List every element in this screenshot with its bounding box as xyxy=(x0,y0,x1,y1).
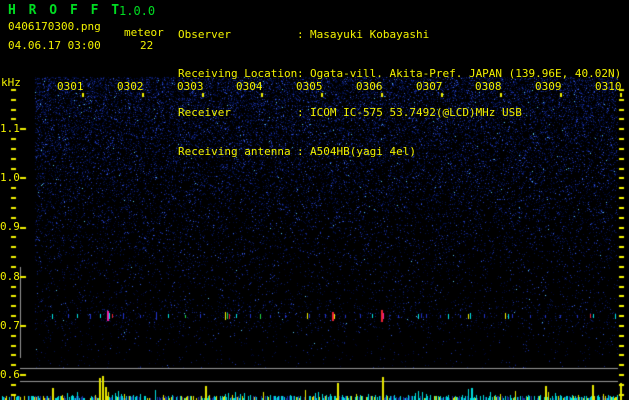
info-value: Masayuki Kobayashi xyxy=(310,28,430,41)
output-filename: 0406170300.png xyxy=(8,20,101,33)
info-label: Receiving Location xyxy=(178,67,298,80)
time-axis-label-0301: 0301 xyxy=(57,80,84,93)
time-axis-label-0310: 0310 xyxy=(595,80,622,93)
freq-axis-label-1.1: 1.1 xyxy=(0,122,20,135)
info-separator: : xyxy=(297,67,304,80)
time-axis-label-0305: 0305 xyxy=(296,80,323,93)
time-axis-label-0304: 0304 xyxy=(236,80,263,93)
info-row-receiver: Receiver : ICOM IC-575 53.7492(@LCD)MHz … xyxy=(178,106,621,119)
info-value: A504HB(yagi 4el) xyxy=(310,145,416,158)
time-axis-label-0303: 0303 xyxy=(177,80,204,93)
info-label: Receiving antenna xyxy=(178,145,291,158)
info-label: Observer xyxy=(178,28,231,41)
time-axis-label-0309: 0309 xyxy=(535,80,562,93)
info-row-observer: Observer : Masayuki Kobayashi xyxy=(178,28,621,41)
observation-mode-label: meteor xyxy=(124,26,164,39)
freq-axis-label-0.8: 0.8 xyxy=(0,270,20,283)
frequency-axis-unit-label: kHz xyxy=(1,76,21,89)
info-label: Receiver xyxy=(178,106,231,119)
time-axis-label-0307: 0307 xyxy=(416,80,443,93)
info-value: ICOM IC-575 53.7492(@LCD)MHz USB xyxy=(310,106,522,119)
echo-count: 22 xyxy=(140,39,154,52)
app-title: H R O F F T xyxy=(8,3,122,18)
info-row-antenna: Receiving antenna : A504HB(yagi 4el) xyxy=(178,145,621,158)
info-row-location: Receiving Location : Ogata-vill. Akita-P… xyxy=(178,67,621,80)
app-version: 1.0.0 xyxy=(119,4,156,18)
observation-datetime: 04.06.17 03:00 xyxy=(8,39,101,52)
info-separator: : xyxy=(297,106,304,119)
freq-axis-label-0.6: 0.6 xyxy=(0,368,20,381)
time-axis-label-0302: 0302 xyxy=(117,80,144,93)
freq-axis-label-1.0: 1.0 xyxy=(0,171,20,184)
time-axis-label-0306: 0306 xyxy=(356,80,383,93)
freq-axis-label-0.9: 0.9 xyxy=(0,220,20,233)
info-value: Ogata-vill. Akita-Pref. JAPAN (139.96E, … xyxy=(310,67,622,80)
station-info-block: Observer : Masayuki Kobayashi Receiving … xyxy=(178,2,621,184)
info-separator: : xyxy=(297,28,304,41)
info-separator: : xyxy=(297,145,304,158)
time-axis-label-0308: 0308 xyxy=(475,80,502,93)
freq-axis-label-0.7: 0.7 xyxy=(0,319,20,332)
